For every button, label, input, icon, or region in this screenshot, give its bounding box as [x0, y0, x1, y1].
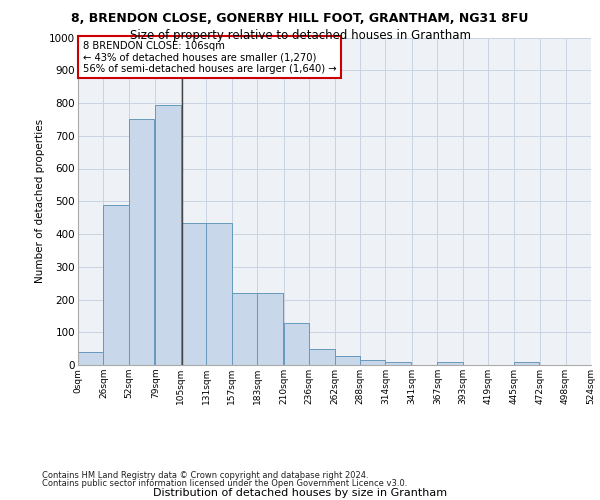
Bar	[360, 360, 385, 365]
Text: Size of property relative to detached houses in Grantham: Size of property relative to detached ho…	[130, 29, 470, 42]
Text: Distribution of detached houses by size in Grantham: Distribution of detached houses by size …	[153, 488, 447, 498]
Bar	[232, 293, 257, 365]
Y-axis label: Number of detached properties: Number of detached properties	[35, 119, 45, 284]
Bar	[129, 120, 154, 365]
Bar	[284, 324, 309, 365]
Bar	[385, 362, 411, 365]
Text: 8, BRENDON CLOSE, GONERBY HILL FOOT, GRANTHAM, NG31 8FU: 8, BRENDON CLOSE, GONERBY HILL FOOT, GRA…	[71, 12, 529, 25]
Bar	[437, 362, 463, 365]
Text: Contains public sector information licensed under the Open Government Licence v3: Contains public sector information licen…	[42, 479, 407, 488]
Text: Contains HM Land Registry data © Crown copyright and database right 2024.: Contains HM Land Registry data © Crown c…	[42, 471, 368, 480]
Bar	[155, 104, 181, 365]
Text: 8 BRENDON CLOSE: 106sqm
← 43% of detached houses are smaller (1,270)
56% of semi: 8 BRENDON CLOSE: 106sqm ← 43% of detache…	[83, 41, 337, 74]
Bar	[78, 352, 103, 365]
Bar	[335, 356, 360, 365]
Bar	[257, 293, 283, 365]
Bar	[181, 222, 206, 365]
Bar	[206, 222, 232, 365]
Bar	[103, 204, 129, 365]
Bar	[514, 362, 539, 365]
Bar	[309, 348, 335, 365]
